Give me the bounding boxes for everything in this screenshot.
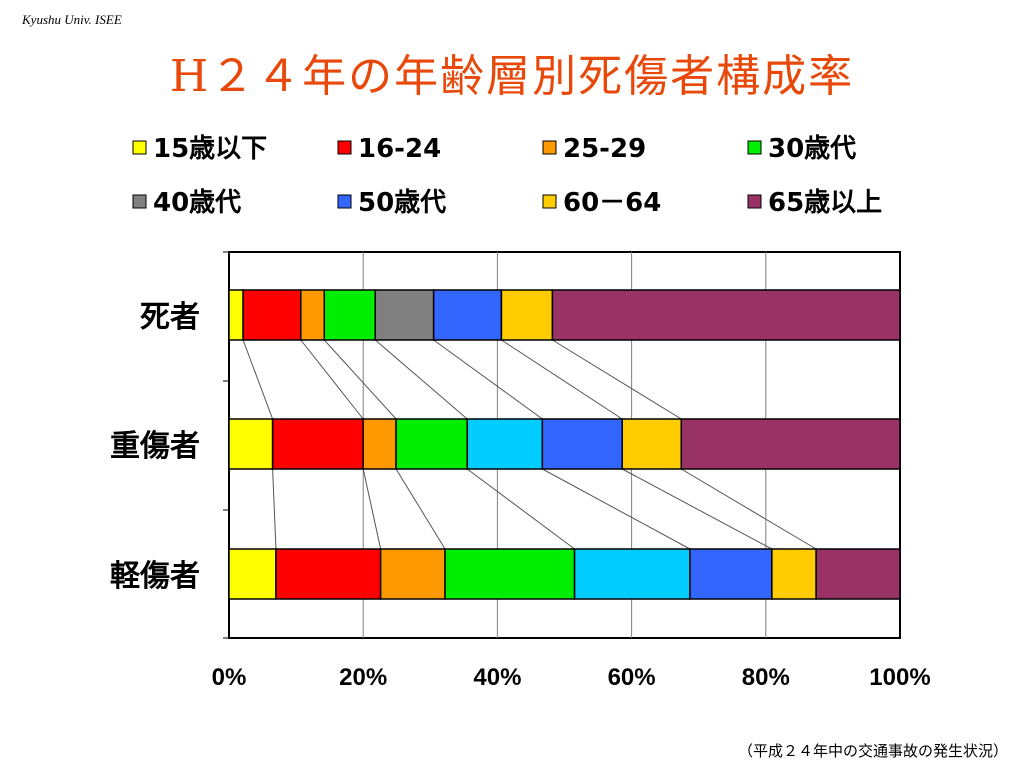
bar-segment bbox=[242, 289, 302, 341]
x-tick-label: 0% bbox=[212, 664, 247, 691]
bar-segment bbox=[771, 548, 817, 600]
bar-segment bbox=[228, 418, 274, 470]
series-connector-line bbox=[680, 468, 817, 550]
series-connector-line bbox=[362, 468, 382, 550]
x-tick-label: 20% bbox=[339, 664, 387, 691]
bar-segment bbox=[551, 289, 901, 341]
bar-segment bbox=[362, 418, 397, 470]
legend-label: 65歳以上 bbox=[768, 188, 882, 218]
series-connector-line bbox=[374, 339, 468, 420]
legend-label: 25-29 bbox=[563, 134, 646, 164]
legend-label: 50歳代 bbox=[358, 188, 446, 218]
series-connector-line bbox=[542, 468, 691, 550]
legend-label: 15歳以下 bbox=[153, 134, 267, 164]
x-tick-label: 100% bbox=[869, 664, 930, 691]
category-label: 死者 bbox=[140, 300, 200, 335]
bar-segment bbox=[395, 418, 468, 470]
legend-swatch bbox=[542, 194, 557, 209]
x-tick-label: 60% bbox=[608, 664, 656, 691]
bar-segment bbox=[500, 289, 554, 341]
bar-segment bbox=[271, 418, 364, 470]
series-connector-line bbox=[323, 339, 397, 420]
page-title: H２４年の年齢層別死傷者構成率 bbox=[169, 51, 855, 102]
legend-swatch bbox=[132, 194, 147, 209]
category-label: 重傷者 bbox=[110, 429, 200, 464]
bar-segment bbox=[680, 418, 901, 470]
legend-swatch bbox=[542, 140, 557, 155]
bar-segment bbox=[432, 289, 503, 341]
affiliation-label: Kyushu Univ. ISEE bbox=[22, 12, 122, 27]
legend-label: 30歳代 bbox=[768, 134, 856, 164]
legend-swatch bbox=[747, 140, 762, 155]
series-connector-line bbox=[395, 468, 446, 550]
bar-segment bbox=[300, 289, 326, 341]
series-connector-line bbox=[433, 339, 543, 420]
series-connector-line bbox=[272, 468, 277, 550]
x-tick-label: 40% bbox=[473, 664, 521, 691]
series-connector-line bbox=[466, 468, 575, 550]
bar-segment bbox=[228, 548, 277, 600]
legend-swatch bbox=[337, 140, 352, 155]
legend-label: 60－64 bbox=[563, 188, 661, 218]
bar-segment bbox=[444, 548, 576, 600]
bar-segment bbox=[541, 418, 623, 470]
bar-segment bbox=[815, 548, 901, 600]
legend-swatch bbox=[747, 194, 762, 209]
bar-segment bbox=[466, 418, 544, 470]
x-tick-label: 80% bbox=[742, 664, 790, 691]
bar-segment bbox=[621, 418, 683, 470]
series-connector-line bbox=[300, 339, 364, 420]
bar-segment bbox=[379, 548, 446, 600]
bar-segment bbox=[573, 548, 691, 600]
source-note: （平成２４年中の交通事故の発生状況） bbox=[737, 742, 1008, 760]
series-connector-line bbox=[621, 468, 773, 550]
legend-label: 40歳代 bbox=[153, 188, 241, 218]
category-label: 軽傷者 bbox=[110, 559, 200, 594]
bar-segment bbox=[323, 289, 377, 341]
bar-segment bbox=[228, 289, 244, 341]
legend-label: 16-24 bbox=[358, 134, 441, 164]
series-connector-line bbox=[552, 339, 682, 420]
series-connector-line bbox=[501, 339, 623, 420]
bar-segment bbox=[275, 548, 382, 600]
bar-segment bbox=[689, 548, 773, 600]
series-connector-line bbox=[242, 339, 274, 420]
bar-segment bbox=[374, 289, 435, 341]
legend-swatch bbox=[337, 194, 352, 209]
legend-swatch bbox=[132, 140, 147, 155]
